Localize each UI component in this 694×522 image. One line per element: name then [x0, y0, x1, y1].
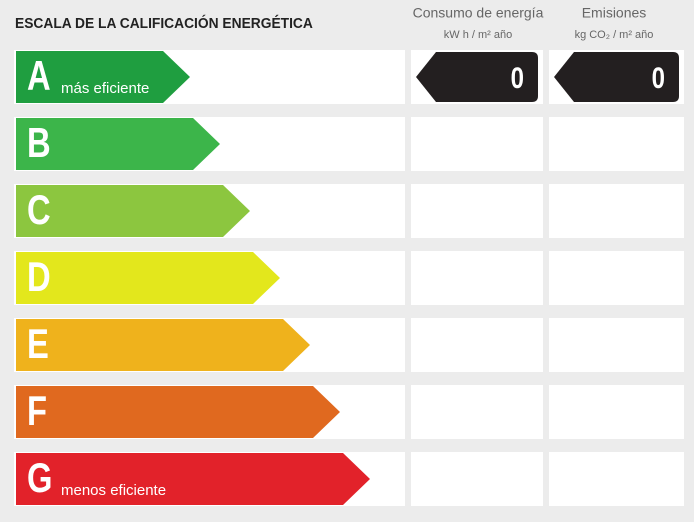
rating-letter: D — [27, 253, 51, 300]
value-box — [549, 251, 684, 305]
indicator-value: 0 — [652, 60, 665, 94]
rating-indicator — [416, 52, 538, 102]
rating-letter: F — [27, 387, 47, 434]
column-title: Consumo de energía — [413, 5, 544, 21]
rating-letter: B — [27, 119, 51, 166]
value-box — [549, 184, 684, 238]
column-unit: kg CO₂ / m² año — [575, 29, 654, 41]
rating-arrow — [16, 252, 280, 304]
value-box — [411, 385, 543, 439]
rating-arrow — [16, 319, 310, 371]
value-box — [411, 251, 543, 305]
rating-label: más eficiente — [61, 80, 149, 97]
column-unit: kW h / m² año — [444, 29, 512, 41]
rating-letter: G — [27, 454, 52, 501]
value-box — [549, 117, 684, 171]
rating-letter: C — [27, 186, 51, 233]
rating-letter: E — [27, 320, 49, 367]
value-box — [549, 318, 684, 372]
rating-label: menos eficiente — [61, 482, 166, 499]
rating-indicator — [554, 52, 679, 102]
value-box — [411, 117, 543, 171]
rating-arrow — [16, 118, 220, 170]
rating-arrow — [16, 386, 340, 438]
rating-arrow — [16, 51, 190, 103]
indicator-value: 0 — [511, 60, 524, 94]
column-title: Emisiones — [582, 5, 647, 21]
value-box — [411, 318, 543, 372]
rating-arrow — [16, 185, 250, 237]
rating-letter: A — [27, 52, 51, 99]
value-box — [411, 184, 543, 238]
label-title: ESCALA DE LA CALIFICACIÓN ENERGÉTICA — [15, 13, 313, 32]
value-box — [411, 452, 543, 506]
value-box — [549, 385, 684, 439]
value-box — [549, 452, 684, 506]
rating-arrow — [16, 453, 370, 505]
